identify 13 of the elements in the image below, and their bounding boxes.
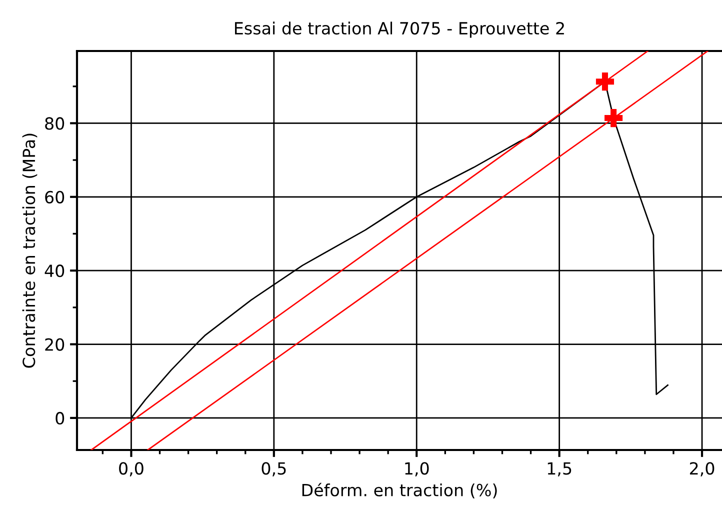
x-tick-label: 2,0: [690, 462, 714, 476]
x-tick-label: 1,0: [405, 462, 429, 476]
x-tick-label: 0,5: [262, 462, 286, 476]
chart-title: Essai de traction Al 7075 - Eprouvette 2: [235, 22, 564, 38]
y-tick-label: 0: [56, 412, 64, 425]
y-axis-title: Contrainte en traction (MPa): [22, 134, 38, 368]
x-tick-label: 1,5: [548, 462, 572, 476]
y-tick-label: 60: [45, 190, 64, 204]
x-tick-label: 0,0: [119, 462, 144, 476]
y-tick-label: 20: [45, 338, 64, 351]
y-tick-label: 80: [45, 117, 64, 130]
x-axis-title: Déform. en traction (%): [302, 482, 497, 498]
y-tick-label: 40: [44, 264, 64, 278]
